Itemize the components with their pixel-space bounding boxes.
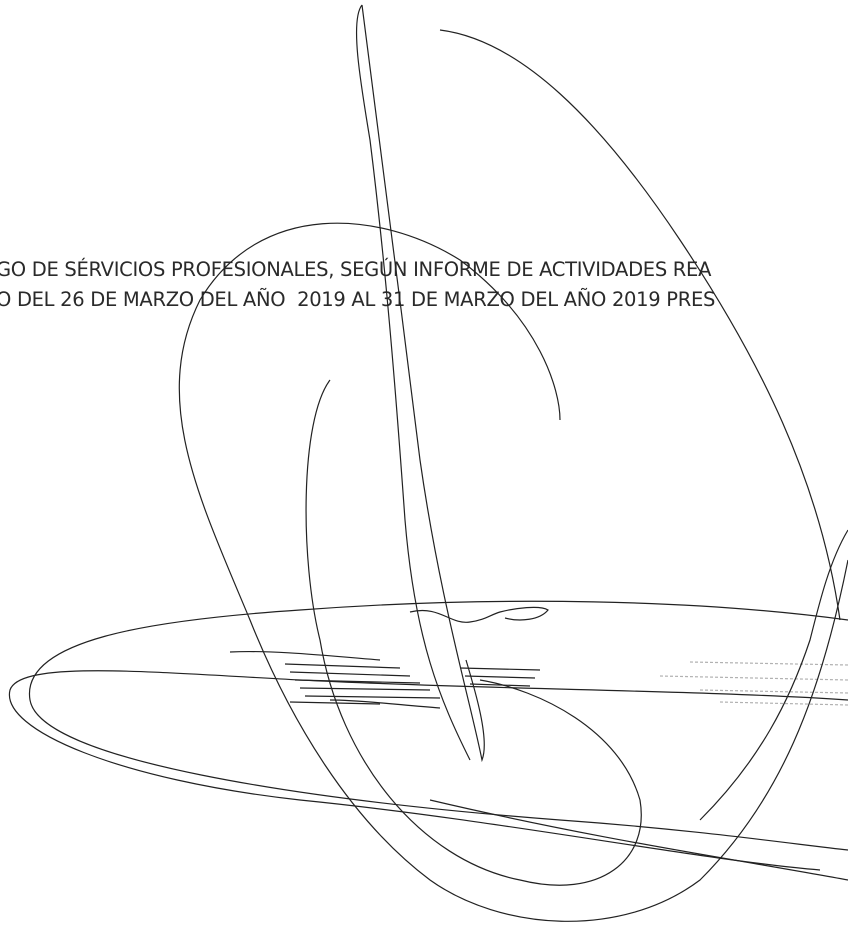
stamp <box>0 0 848 943</box>
page: GO DE SÉRVICIOS PROFESIONALES, SEGÚN INF… <box>0 0 848 943</box>
